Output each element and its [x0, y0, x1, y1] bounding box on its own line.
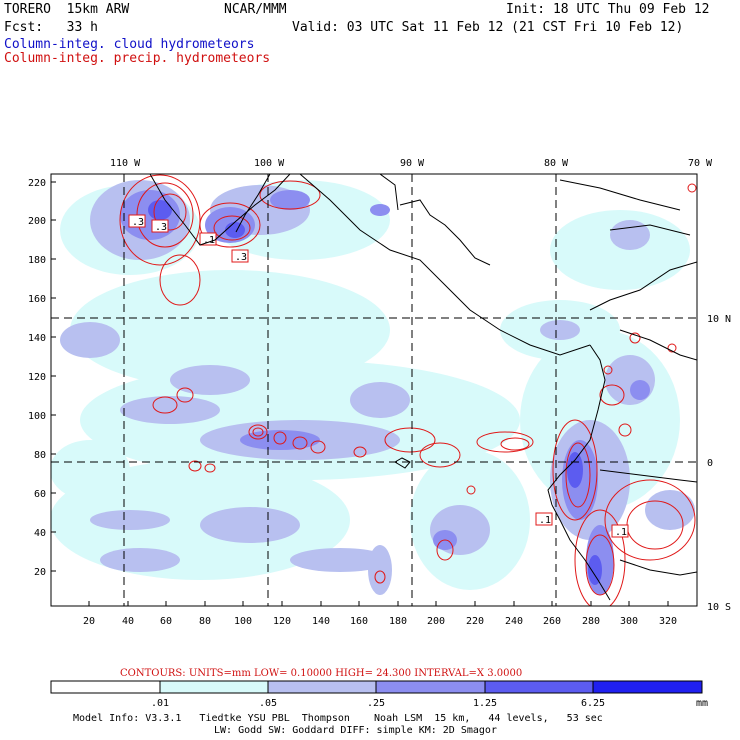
y-tick-label: 180 [28, 255, 46, 266]
lon-label: 70 W [688, 158, 713, 169]
contour-label: .1 [203, 235, 215, 246]
x-tick-label: 320 [659, 616, 677, 627]
colorbar [50, 680, 703, 694]
colorbar-label: 1.25 [473, 698, 497, 709]
model-info: Model Info: V3.3.1 Tiedtke YSU PBL Thomp… [73, 713, 603, 724]
precip-field-label: Column-integ. precip. hydrometeors [4, 51, 271, 66]
y-tick-label: 40 [34, 528, 46, 539]
x-tick-label: 100 [234, 616, 252, 627]
x-tick-label: 140 [312, 616, 330, 627]
lon-label: 80 W [544, 158, 569, 169]
x-tick-label: 120 [273, 616, 291, 627]
map-frame [50, 173, 698, 607]
contours-info: CONTOURS: UNITS=mm LOW= 0.10000 HIGH= 24… [120, 668, 522, 679]
cloud-shading [51, 180, 695, 595]
colorbar-label: .25 [367, 698, 385, 709]
colorbar-units: mm [696, 698, 708, 709]
x-tick-label: 60 [160, 616, 172, 627]
y-tick-label: 60 [34, 489, 46, 500]
colorbar-label: .05 [259, 698, 277, 709]
contour-label: .1 [615, 527, 627, 538]
y-tick-label: 220 [28, 178, 46, 189]
x-tick-label: 260 [543, 616, 561, 627]
cloud-field-label: Column-integ. cloud hydrometeors [4, 37, 255, 52]
lat-label: 10 S [707, 602, 731, 613]
y-tick-label: 80 [34, 450, 46, 461]
precip-contours [119, 174, 697, 606]
x-tick-label: 300 [620, 616, 638, 627]
contour-label: .3 [132, 217, 144, 228]
x-tick-label: 180 [389, 616, 407, 627]
forecast-hour: Fcst: 33 h [4, 20, 98, 35]
contour-label: .1 [539, 515, 551, 526]
lon-label: 110 W [110, 158, 141, 169]
org-label: NCAR/MMM [224, 2, 287, 17]
x-tick-label: 20 [83, 616, 95, 627]
y-tick-label: 200 [28, 216, 46, 227]
y-tick-label: 100 [28, 411, 46, 422]
model-physics: LW: Godd SW: Goddard DIFF: simple KM: 2D… [214, 725, 497, 736]
model-title: TORERO 15km ARW [4, 2, 130, 17]
x-tick-label: 40 [122, 616, 134, 627]
y-tick-label: 120 [28, 372, 46, 383]
x-tick-label: 280 [582, 616, 600, 627]
contour-label: .3 [155, 222, 167, 233]
valid-time: Valid: 03 UTC Sat 11 Feb 12 (21 CST Fri … [292, 20, 684, 35]
lat-label: 0 [707, 458, 713, 469]
x-tick-label: 200 [427, 616, 445, 627]
x-tick-label: 220 [466, 616, 484, 627]
lon-label: 90 W [400, 158, 425, 169]
x-tick-label: 240 [505, 616, 523, 627]
y-tick-label: 140 [28, 333, 46, 344]
y-tick-label: 160 [28, 294, 46, 305]
colorbar-label: .01 [151, 698, 169, 709]
lon-label: 100 W [254, 158, 285, 169]
contour-label: .3 [235, 252, 247, 263]
lat-lon-grid [51, 174, 697, 606]
init-time: Init: 18 UTC Thu 09 Feb 12 [506, 2, 710, 17]
x-tick-label: 160 [350, 616, 368, 627]
y-tick-label: 20 [34, 567, 46, 578]
lat-label: 10 N [707, 314, 731, 325]
x-tick-label: 80 [199, 616, 211, 627]
colorbar-label: 6.25 [581, 698, 605, 709]
